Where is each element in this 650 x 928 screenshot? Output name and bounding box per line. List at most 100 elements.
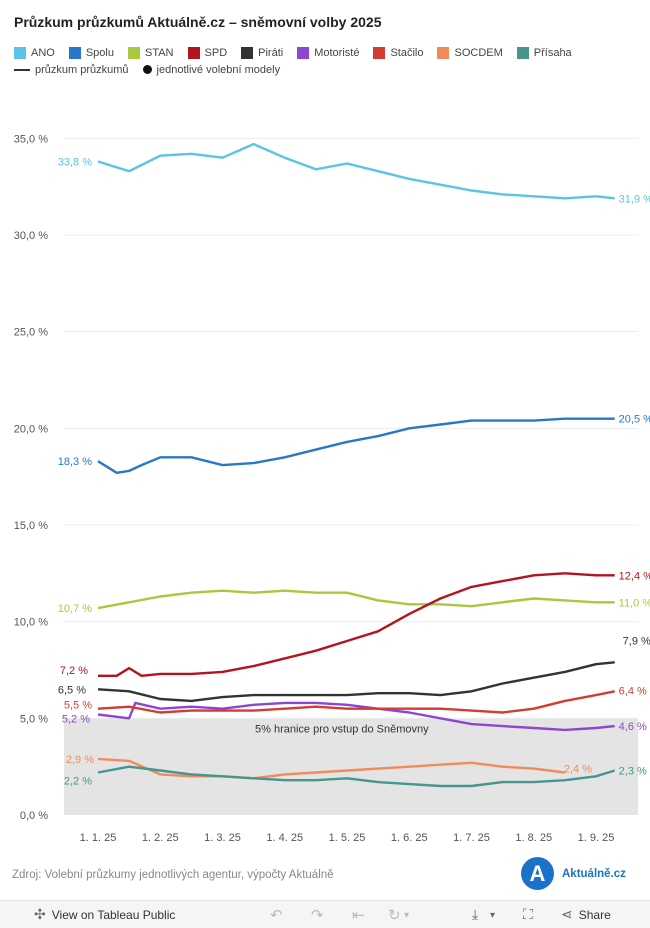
logo-a-icon: A xyxy=(521,857,554,890)
legend-swatch-icon xyxy=(68,46,81,59)
legend-swatch-icon xyxy=(127,46,140,59)
legend-line-label: průzkum průzkumů xyxy=(35,63,129,76)
series-end-label: 11,0 % xyxy=(619,597,650,609)
download-icon[interactable]: ⤓ xyxy=(472,906,479,922)
legend-dot-item: jednotlivé volební modely xyxy=(142,63,281,76)
legend-label: Motoristé xyxy=(314,46,360,59)
legend-dot-label: jednotlivé volební modely xyxy=(156,63,281,76)
legend-label: Piráti xyxy=(258,46,284,59)
legend-swatch-icon xyxy=(373,46,386,59)
series-start-label: 7,2 % xyxy=(60,665,88,677)
legend-item-7[interactable]: SOCDEM xyxy=(437,46,503,59)
legend-label: SPD xyxy=(204,46,228,59)
share-icon: ⋖ xyxy=(561,906,573,922)
x-tick-label: 1. 2. 25 xyxy=(142,832,179,844)
series-start-label: 2,2 % xyxy=(64,775,92,787)
x-tick-label: 1. 1. 25 xyxy=(80,832,117,844)
series-start-label: 18,3 % xyxy=(58,456,92,468)
series-line-5 xyxy=(97,701,615,732)
view-on-tableau-button[interactable]: ✣ View on Tableau Public xyxy=(34,906,175,923)
legend-line-item: průzkum průzkumů xyxy=(14,64,129,76)
x-tick-label: 1. 6. 25 xyxy=(391,832,428,844)
series-line-1 xyxy=(97,417,615,474)
series-end-label: 7,9 % xyxy=(623,635,650,647)
legend-swatch-icon xyxy=(241,46,254,59)
x-tick-label: 1. 9. 25 xyxy=(578,832,615,844)
refresh-dropdown-icon[interactable]: ▾ xyxy=(404,910,410,921)
legend-label: STAN xyxy=(144,46,174,59)
series-end-label: 2,3 % xyxy=(619,766,647,778)
y-tick-label: 5,0 % xyxy=(20,713,48,725)
threshold-label: 5% hranice pro vstup do Sněmovny xyxy=(255,723,429,735)
legend-label: Přísaha xyxy=(533,46,572,59)
legend-item-2[interactable]: STAN xyxy=(127,46,174,59)
series-start-label: 6,5 % xyxy=(58,684,86,696)
x-tick-label: 1. 8. 25 xyxy=(515,832,552,844)
series-line-2 xyxy=(97,589,615,610)
series-line-3 xyxy=(98,572,615,677)
chart-title: Průzkum průzkumů Aktuálně.cz – sněmovní … xyxy=(14,14,382,30)
y-tick-label: 20,0 % xyxy=(14,423,48,435)
series-end-label: 31,9 % xyxy=(619,193,650,205)
series-end-label: 20,5 % xyxy=(619,414,650,426)
source-note: Zdroj: Volební průzkumy jednotlivých age… xyxy=(12,869,334,881)
logo-text: Aktuálně.cz xyxy=(562,867,626,880)
legend-swatch-icon xyxy=(516,46,529,59)
x-tick-label: 1. 7. 25 xyxy=(453,832,490,844)
aktualne-logo[interactable]: A Aktuálně.cz xyxy=(521,857,626,890)
series-line-8 xyxy=(97,765,616,788)
series-line-0 xyxy=(97,142,615,200)
series-line-4 xyxy=(97,661,615,703)
legend-item-5[interactable]: Motoristé xyxy=(297,46,360,59)
legend-item-0[interactable]: ANO xyxy=(14,46,55,59)
view-on-tableau-label: View on Tableau Public xyxy=(51,907,176,922)
series-end-label: 12,4 % xyxy=(619,570,650,582)
undo-icon[interactable]: ↶ xyxy=(270,906,283,924)
y-tick-label: 35,0 % xyxy=(14,133,48,145)
legend-swatch-icon xyxy=(437,46,450,59)
legend-parties: ANO Spolu STAN SPD Piráti Motoristé Stačilo SOC… xyxy=(14,44,644,61)
legend-item-8[interactable]: Přísaha xyxy=(516,46,572,59)
y-tick-label: 10,0 % xyxy=(14,617,48,629)
series-line-7 xyxy=(97,757,566,780)
tableau-toolbar: ✣ View on Tableau Public ↶ ↷ ⇤ ↻ ▾ ⤓ ▾ ⛶… xyxy=(0,900,650,928)
legend-label: SOCDEM xyxy=(454,46,503,59)
revert-icon[interactable]: ⇤ xyxy=(352,906,365,924)
legend-swatch-icon xyxy=(297,46,310,59)
redo-icon[interactable]: ↷ xyxy=(311,906,324,924)
legend-item-1[interactable]: Spolu xyxy=(68,46,114,59)
x-tick-label: 1. 5. 25 xyxy=(329,832,366,844)
legend-label: Spolu xyxy=(85,46,114,59)
y-tick-label: 30,0 % xyxy=(14,230,48,242)
legend-item-6[interactable]: Stačilo xyxy=(373,46,423,59)
legend-swatch-icon xyxy=(187,46,200,59)
download-dropdown-icon[interactable]: ▾ xyxy=(490,910,496,921)
refresh-icon[interactable]: ↻ xyxy=(388,906,401,924)
series-start-label: 5,2 % xyxy=(62,713,90,725)
share-button[interactable]: ⋖ Share xyxy=(561,906,611,923)
share-label: Share xyxy=(578,907,611,922)
series-end-label: 6,4 % xyxy=(619,685,647,697)
legend-marks: průzkum průzkumů jednotlivé volební mode… xyxy=(14,61,644,78)
tableau-icon: ✣ xyxy=(34,906,46,922)
legend-swatch-icon xyxy=(14,46,26,59)
threshold-band xyxy=(64,718,638,815)
poll-chart[interactable]: 0,0 % 5,0 % 10,0 % 15,0 % 20,0 % 25,0 % 30,0 %… xyxy=(0,90,650,850)
series-start-label: 33,8 % xyxy=(58,157,92,169)
legend-label: ANO xyxy=(31,46,55,59)
y-tick-label: 15,0 % xyxy=(14,520,48,532)
legend: ANO Spolu STAN SPD Piráti Motoristé Stačilo SOC… xyxy=(14,44,644,78)
x-tick-label: 1. 3. 25 xyxy=(204,832,241,844)
fullscreen-icon[interactable]: ⛶ xyxy=(523,906,533,922)
series-start-label: 10,7 % xyxy=(58,603,92,615)
legend-item-3[interactable]: SPD xyxy=(187,46,228,59)
y-tick-label: 25,0 % xyxy=(14,327,48,339)
legend-item-4[interactable]: Piráti xyxy=(241,46,284,59)
x-tick-label: 1. 4. 25 xyxy=(266,832,303,844)
y-tick-label: 0,0 % xyxy=(20,810,48,822)
series-end-label: 4,6 % xyxy=(619,721,647,733)
line-swatch-icon xyxy=(14,68,30,71)
series-start-label: 5,5 % xyxy=(64,700,92,712)
series-start-label: 2,9 % xyxy=(66,754,94,766)
dot-swatch-icon xyxy=(142,65,152,74)
